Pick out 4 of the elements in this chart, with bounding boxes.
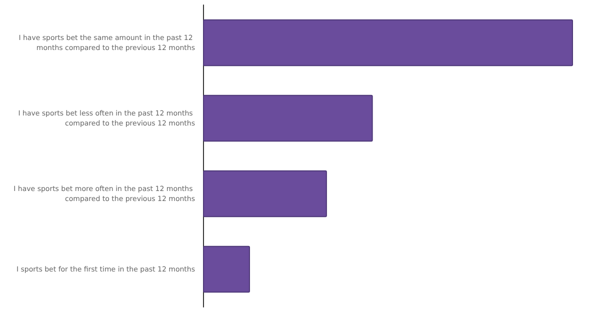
bar — [203, 19, 573, 66]
bar — [203, 246, 250, 293]
bar — [203, 170, 327, 218]
bar — [203, 94, 373, 142]
